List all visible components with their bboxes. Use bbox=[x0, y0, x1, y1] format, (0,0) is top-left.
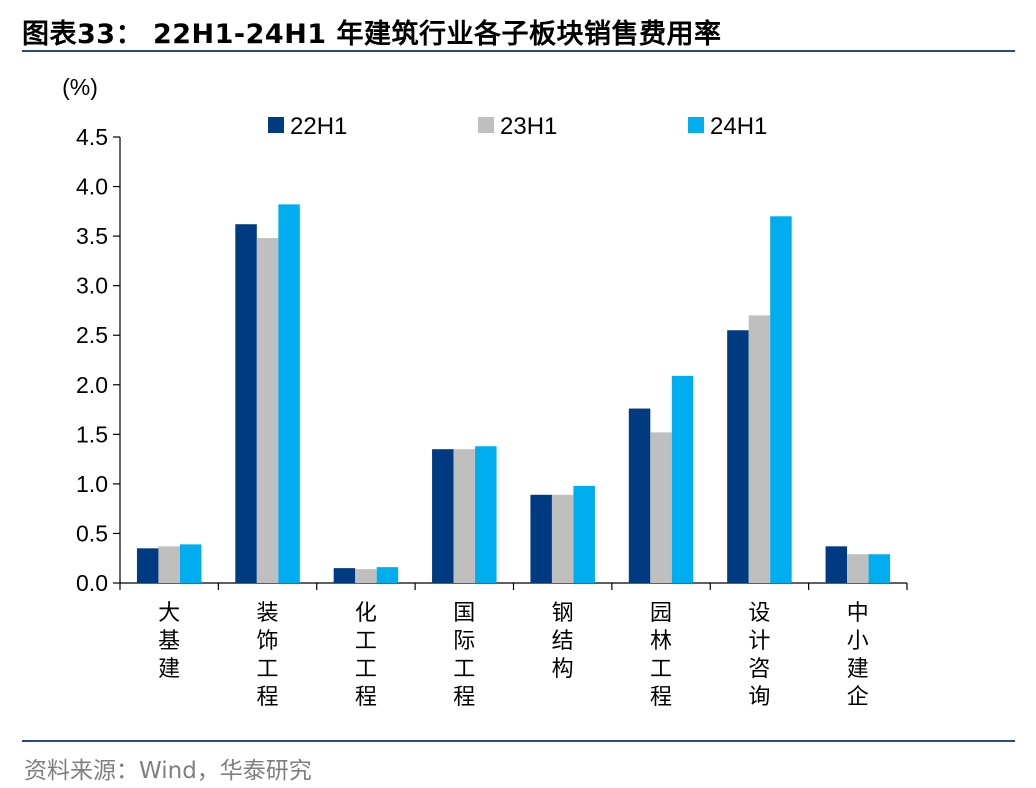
bar-23H1 bbox=[847, 554, 869, 583]
bar-24H1 bbox=[573, 485, 595, 583]
y-tick-label: 3.0 bbox=[76, 273, 108, 299]
x-category-label: 化工工程 bbox=[355, 601, 377, 710]
x-category-label: 中小建企 bbox=[847, 601, 869, 710]
bar-22H1 bbox=[727, 330, 749, 583]
x-category-label: 装饰工程 bbox=[257, 601, 279, 710]
y-tick-label: 4.5 bbox=[76, 124, 108, 150]
bar-24H1 bbox=[770, 216, 792, 584]
x-category-label: 园林工程 bbox=[650, 601, 672, 710]
y-tick-label: 2.0 bbox=[76, 372, 108, 398]
y-tick-label: 2.5 bbox=[76, 322, 108, 348]
bar-22H1 bbox=[628, 408, 651, 583]
source-note: 资料来源：Wind，华泰研究 bbox=[24, 758, 312, 784]
bar-22H1 bbox=[333, 568, 356, 583]
bar-22H1 bbox=[235, 224, 257, 583]
y-tick-label: 3.5 bbox=[76, 223, 108, 249]
bar-23H1 bbox=[158, 546, 180, 583]
legend-swatch-24H1 bbox=[688, 117, 704, 133]
bar-24H1 bbox=[868, 554, 891, 583]
bar-23H1 bbox=[355, 569, 377, 583]
legend-swatch-23H1 bbox=[478, 117, 494, 133]
x-category-label: 钢结构 bbox=[552, 601, 574, 682]
y-tick-label: 0.5 bbox=[76, 520, 108, 546]
y-tick-label: 1.0 bbox=[76, 471, 108, 497]
chart-title: 图表33： 22H1-24H1 年建筑行业各子板块销售费用率 bbox=[22, 19, 722, 50]
bar-22H1 bbox=[432, 449, 454, 583]
bar-23H1 bbox=[551, 494, 574, 583]
bar-23H1 bbox=[256, 238, 279, 584]
legend-swatch-22H1 bbox=[268, 117, 284, 133]
bar-24H1 bbox=[376, 567, 399, 583]
bar-24H1 bbox=[475, 446, 497, 583]
x-category-label: 设计咨询 bbox=[748, 601, 770, 710]
bar-23H1 bbox=[748, 315, 771, 583]
bar-chart: 0.0 0.5 1.0 1.5 2.0 2.5 3.0 3.5 4.0 4.5 (%) 大基建 装饰工程… bbox=[62, 74, 908, 710]
footer-rule bbox=[22, 740, 1015, 742]
bar-24H1 bbox=[179, 544, 202, 583]
bar-23H1 bbox=[453, 449, 476, 583]
x-category-label: 大基建 bbox=[158, 601, 180, 682]
title-underline bbox=[22, 50, 1015, 52]
bar-22H1 bbox=[825, 546, 848, 583]
y-tick-label: 0.0 bbox=[76, 570, 108, 596]
bar-24H1 bbox=[671, 375, 694, 583]
bar-24H1 bbox=[278, 204, 300, 583]
legend-label: 23H1 bbox=[500, 113, 557, 140]
legend-label: 22H1 bbox=[290, 113, 347, 140]
legend-label: 24H1 bbox=[710, 113, 767, 140]
y-tick-label: 4.0 bbox=[76, 174, 108, 200]
bar-22H1 bbox=[136, 548, 159, 583]
bar-23H1 bbox=[650, 432, 672, 583]
bar-22H1 bbox=[530, 494, 552, 583]
y-axis-unit-label: (%) bbox=[62, 74, 98, 100]
x-category-label: 国际工程 bbox=[453, 601, 475, 710]
y-tick-label: 1.5 bbox=[76, 421, 108, 447]
